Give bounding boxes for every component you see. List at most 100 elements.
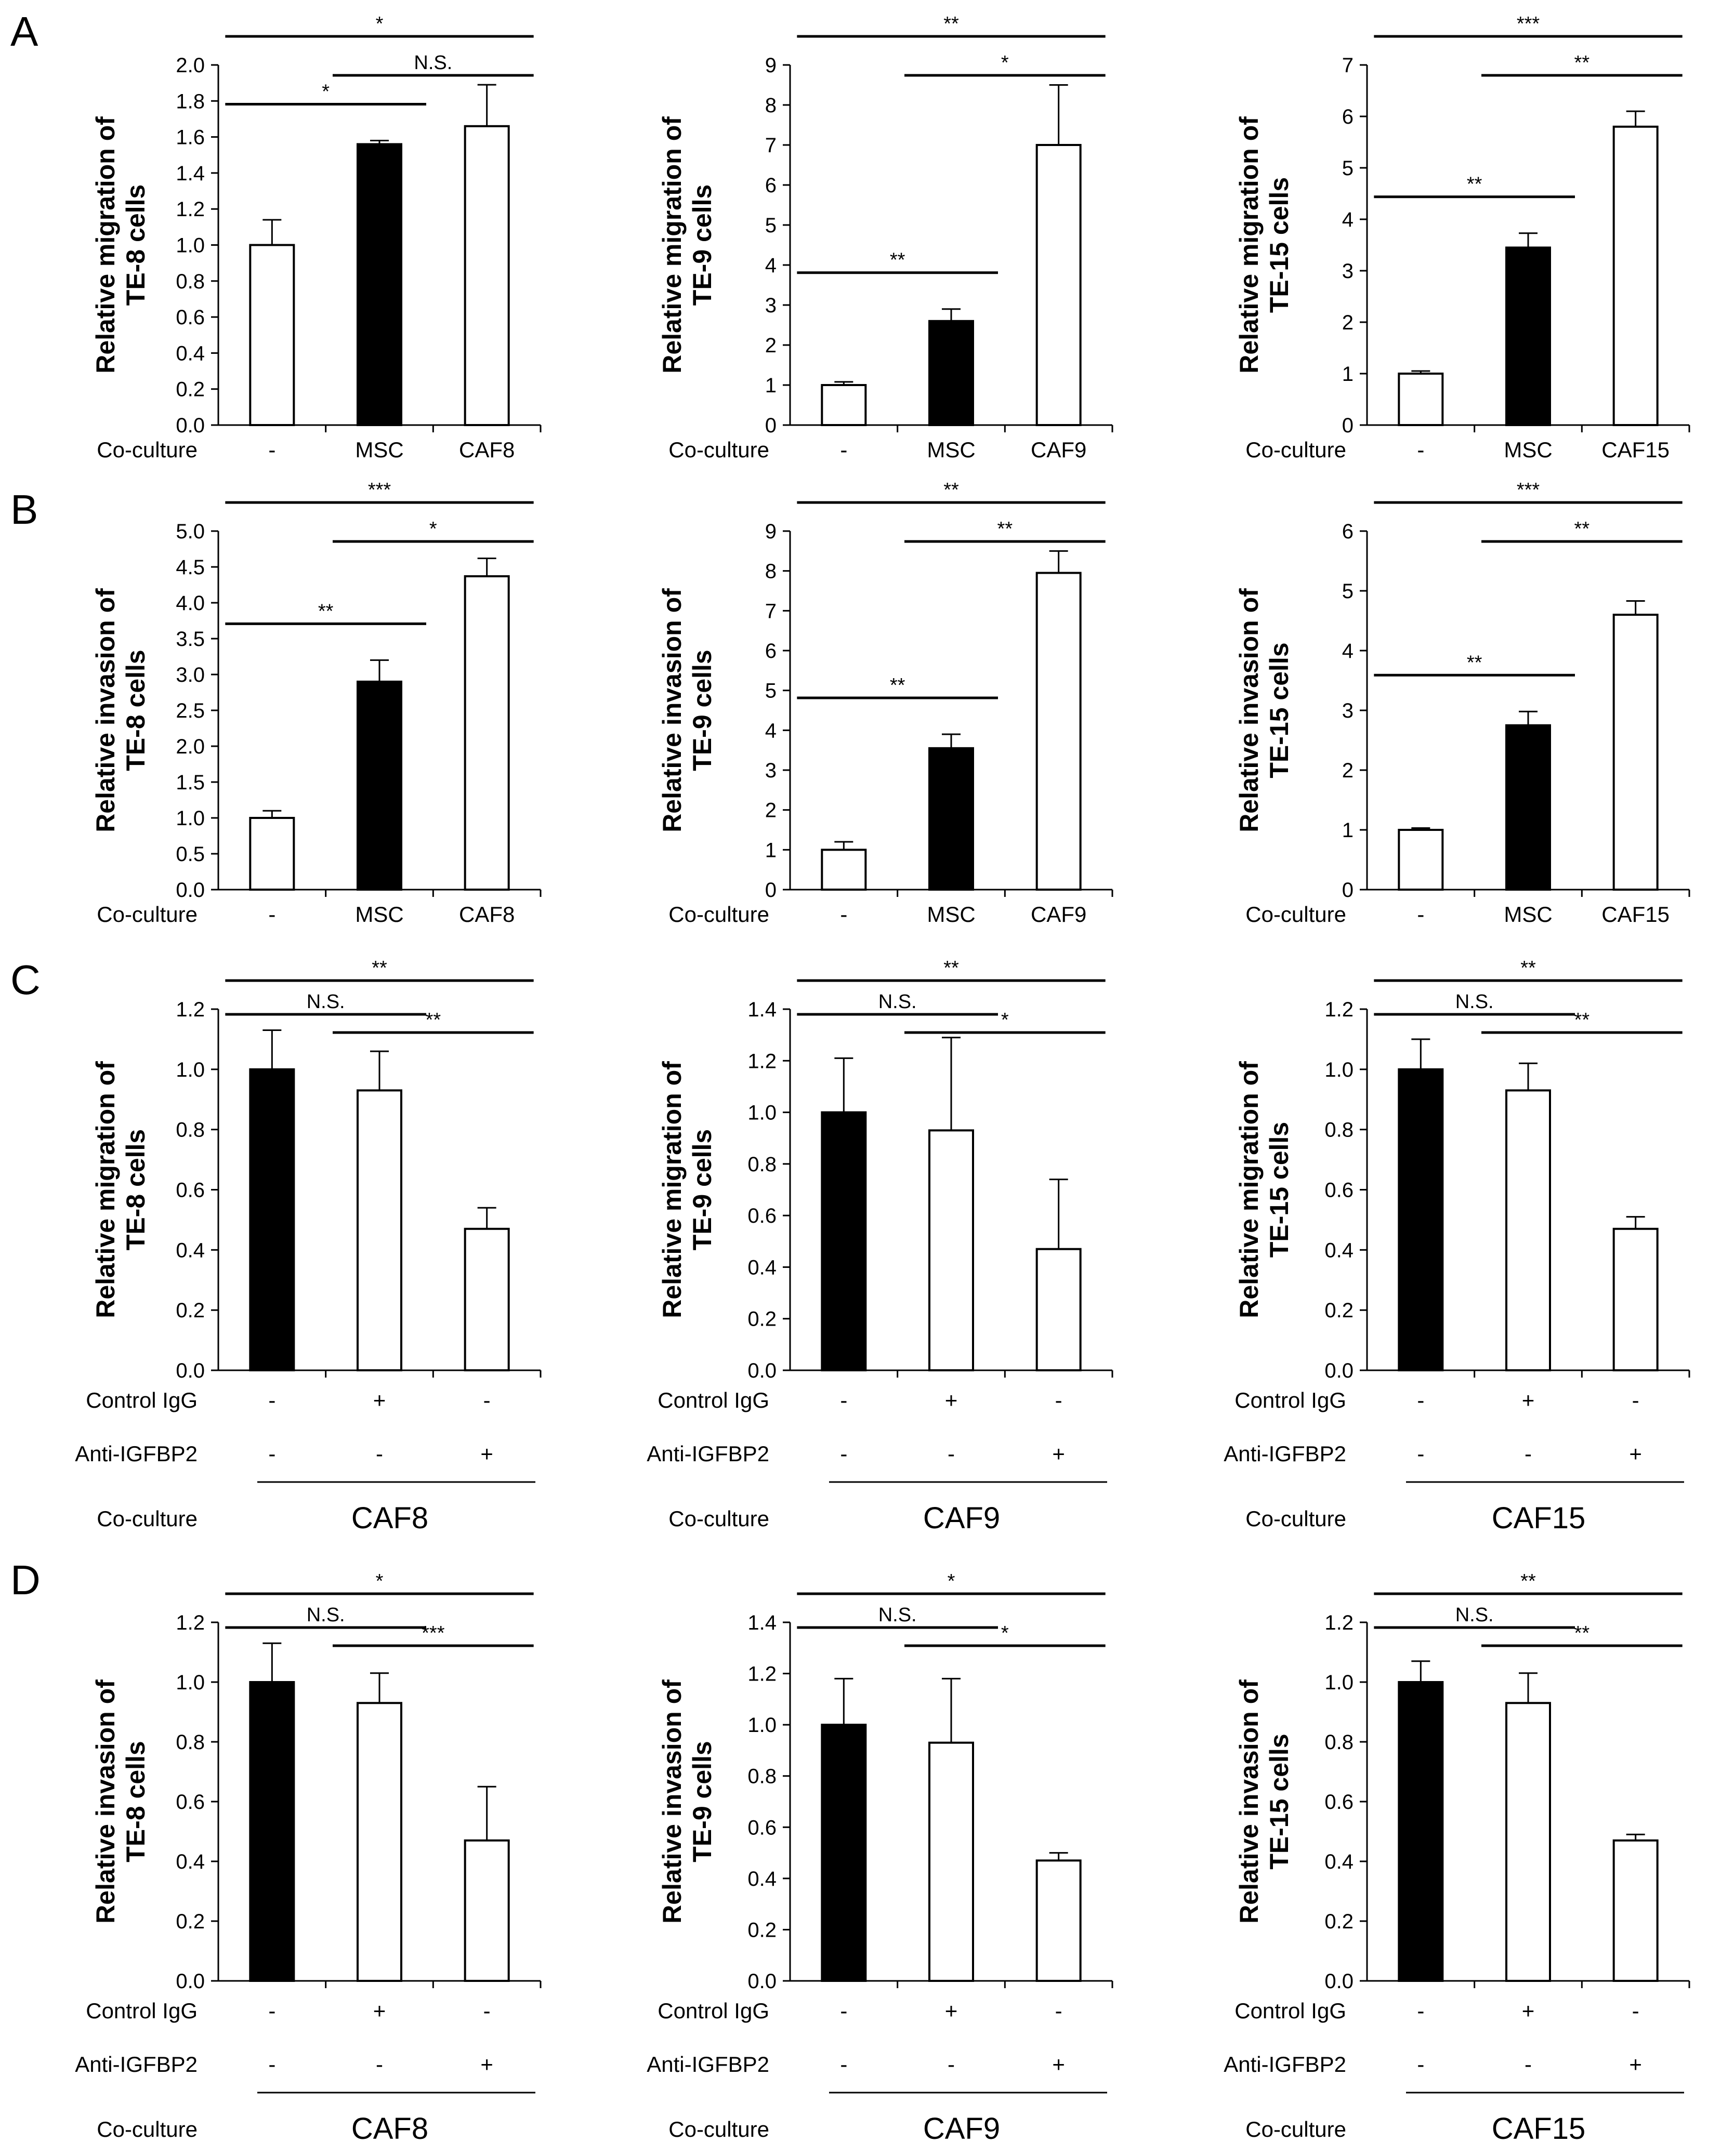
y-tick-label: 7 xyxy=(1342,54,1354,77)
treatment-value-label: - xyxy=(840,2052,847,2076)
y-tick-label: 0 xyxy=(765,879,777,902)
treatment-value-label: - xyxy=(268,1388,275,1412)
y-tick-label: 1.0 xyxy=(176,1059,205,1081)
y-tick-label: 3 xyxy=(765,759,777,782)
y-tick-label: 1 xyxy=(1342,819,1354,842)
significance-label: N.S. xyxy=(414,52,452,74)
significance-label: ** xyxy=(943,957,959,979)
y-tick-label: 6 xyxy=(1342,105,1354,128)
y-axis-label-line: TE-15 cells xyxy=(1265,1734,1294,1869)
y-tick-label: 0.4 xyxy=(176,1850,205,1873)
row-label-treatment: Anti-IGFBP2 xyxy=(75,1441,198,1466)
y-axis-label-line: TE-8 cells xyxy=(121,650,150,771)
y-tick-label: 9 xyxy=(765,54,777,77)
y-axis-label-line: Relative migration of xyxy=(1234,116,1264,374)
significance-label: * xyxy=(376,13,384,35)
x-category-label: CAF15 xyxy=(1601,438,1670,462)
y-tick-label: 7 xyxy=(765,134,777,157)
significance-label: ** xyxy=(372,957,387,979)
bar xyxy=(249,244,295,426)
treatment-value-label: - xyxy=(1417,2052,1424,2076)
y-tick-label: 1.4 xyxy=(176,162,205,185)
y-tick-label: 0.2 xyxy=(176,1299,205,1322)
treatment-value-label: - xyxy=(948,1441,955,1466)
row-label-coculture: Co-culture xyxy=(97,1506,198,1531)
y-tick-label: 4.0 xyxy=(176,592,205,615)
significance-label: ** xyxy=(318,600,334,622)
significance-label: ** xyxy=(1574,52,1590,74)
y-tick-label: 0.5 xyxy=(176,843,205,866)
y-axis-label: Relative invasion ofTE-15 cells xyxy=(1234,588,1294,832)
panel-letter-a: A xyxy=(10,8,38,55)
treatment-value-label: - xyxy=(376,2052,383,2076)
y-tick-label: 5 xyxy=(765,214,777,237)
y-tick-label: 4 xyxy=(1342,208,1354,231)
y-tick-label: 0.8 xyxy=(1324,1119,1354,1142)
y-tick-label: 8 xyxy=(765,560,777,583)
treatment-value-label: - xyxy=(1632,1999,1639,2023)
y-tick-label: 1.0 xyxy=(176,234,205,257)
significance-label: N.S. xyxy=(1455,1604,1494,1626)
chart-b-3: 0 1 2 3 4 5 6 Relative invasion ofTE-15 cells **… xyxy=(1234,479,1690,927)
row-label-treatment: Control IgG xyxy=(658,1999,769,2023)
y-axis-label-line: Relative migration of xyxy=(658,116,687,374)
y-tick-label: 1.0 xyxy=(176,807,205,830)
y-tick-label: 3 xyxy=(765,294,777,317)
bar xyxy=(928,320,974,426)
y-tick-label: 0.4 xyxy=(1324,1239,1354,1262)
y-axis-label: Relative migration ofTE-9 cells xyxy=(658,116,717,374)
treatment-value-label: - xyxy=(1417,1441,1424,1466)
y-tick-label: 1 xyxy=(765,374,777,397)
treatment-value-label: - xyxy=(1632,1388,1639,1412)
y-tick-label: 1 xyxy=(765,839,777,862)
treatment-value-label: - xyxy=(840,1441,847,1466)
bar xyxy=(928,1129,974,1372)
treatment-value-label: + xyxy=(1629,2052,1642,2076)
significance-label: * xyxy=(1001,52,1009,74)
bar xyxy=(357,680,402,891)
group-label: CAF15 xyxy=(1492,1501,1586,1535)
y-tick-label: 1.2 xyxy=(1324,1611,1354,1634)
treatment-value-label: + xyxy=(945,1999,958,2023)
y-axis-label-line: Relative invasion of xyxy=(658,588,687,832)
chart-c-3: 0.0 0.2 0.4 0.6 0.8 1.0 1.2 Relative migration … xyxy=(1224,957,1690,1535)
y-tick-label: 1.5 xyxy=(176,771,205,794)
y-tick-label: 1.2 xyxy=(176,998,205,1021)
treatment-value-label: + xyxy=(1052,1441,1065,1466)
row-label-treatment: Anti-IGFBP2 xyxy=(647,2052,769,2076)
significance-label: * xyxy=(1001,1622,1009,1644)
x-category-label: CAF8 xyxy=(459,902,515,927)
y-tick-label: 1.2 xyxy=(747,1663,777,1686)
bar xyxy=(464,575,510,891)
chart-a-2: 0 1 2 3 4 5 6 7 8 9 Relative migration ofTE-9 cell… xyxy=(658,13,1113,462)
row-label-coculture: Co-culture xyxy=(1245,438,1346,462)
chart-d-1: 0.0 0.2 0.4 0.6 0.8 1.0 1.2 Relative invasion o… xyxy=(75,1570,542,2146)
significance-label: * xyxy=(1001,1009,1009,1031)
treatment-value-label: + xyxy=(1522,1999,1535,2023)
bar xyxy=(1505,246,1551,426)
treatment-value-label: - xyxy=(840,1388,847,1412)
y-tick-label: 1 xyxy=(1342,363,1354,386)
y-tick-label: 0.2 xyxy=(176,378,205,401)
treatment-value-label: - xyxy=(268,1441,275,1466)
treatment-value-label: + xyxy=(480,1441,493,1466)
y-tick-label: 1.0 xyxy=(747,1102,777,1125)
treatment-value-label: - xyxy=(1055,1388,1062,1412)
y-tick-label: 0.8 xyxy=(176,270,205,293)
y-tick-label: 7 xyxy=(765,600,777,623)
y-tick-label: 9 xyxy=(765,520,777,543)
y-axis-label: Relative invasion ofTE-15 cells xyxy=(1234,1679,1294,1924)
y-axis-label-line: Relative invasion of xyxy=(1234,588,1264,832)
y-axis-label-line: TE-8 cells xyxy=(121,1129,150,1250)
y-tick-label: 0.0 xyxy=(176,1970,205,1993)
bar xyxy=(1505,1702,1551,1982)
y-tick-label: 0 xyxy=(1342,414,1354,437)
significance-label: N.S. xyxy=(878,991,917,1013)
y-tick-label: 6 xyxy=(1342,520,1354,543)
treatment-value-label: - xyxy=(483,1999,491,2023)
x-category-label: CAF9 xyxy=(1031,438,1086,462)
x-category-label: CAF9 xyxy=(1031,902,1086,927)
bar xyxy=(821,1111,867,1372)
treatment-value-label: - xyxy=(1525,1441,1532,1466)
treatment-value-label: - xyxy=(268,2052,275,2076)
